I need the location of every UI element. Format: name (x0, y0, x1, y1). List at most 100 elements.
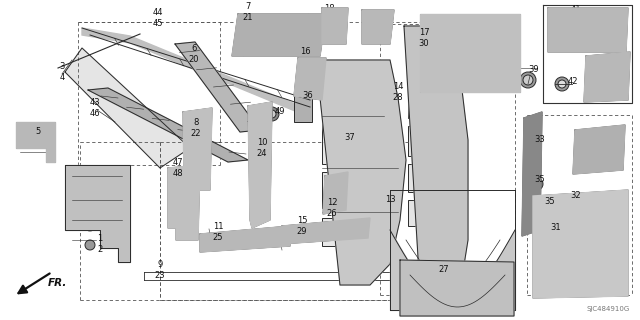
Text: 17
30: 17 30 (419, 28, 429, 48)
Text: 6
20: 6 20 (189, 44, 199, 64)
Bar (408, 126, 452, 156)
Polygon shape (400, 260, 514, 316)
Bar (554, 14, 618, 28)
Text: 5: 5 (35, 127, 40, 137)
Text: 13: 13 (385, 196, 396, 204)
Bar (408, 40, 452, 78)
Circle shape (610, 140, 620, 150)
Polygon shape (573, 125, 625, 174)
Bar (170, 175, 194, 197)
Circle shape (84, 219, 96, 231)
Text: 15
29: 15 29 (297, 216, 307, 236)
Circle shape (531, 178, 543, 190)
Polygon shape (404, 26, 468, 295)
Bar (74, 204, 114, 218)
Text: 41: 41 (571, 5, 581, 14)
Text: 33: 33 (534, 135, 545, 145)
Bar (592, 62, 624, 84)
Text: 35: 35 (545, 197, 556, 206)
Text: 27: 27 (438, 266, 449, 275)
Polygon shape (16, 122, 55, 162)
Bar (294, 96, 312, 122)
Text: FR.: FR. (48, 278, 67, 288)
Text: 35: 35 (534, 175, 545, 185)
Circle shape (520, 72, 536, 88)
Bar (408, 86, 452, 118)
Bar (186, 152, 208, 172)
Text: 40: 40 (605, 45, 615, 54)
Polygon shape (168, 165, 200, 240)
Polygon shape (65, 165, 130, 262)
Polygon shape (362, 10, 394, 44)
Polygon shape (82, 28, 310, 111)
Polygon shape (533, 190, 628, 298)
Bar (252, 152, 268, 180)
Polygon shape (65, 48, 190, 168)
Polygon shape (323, 172, 348, 214)
Bar (74, 180, 114, 198)
Polygon shape (522, 112, 542, 236)
Bar (428, 22, 490, 52)
Polygon shape (200, 226, 290, 252)
Text: 31: 31 (550, 223, 561, 233)
Text: 47
48: 47 48 (173, 158, 183, 178)
Circle shape (568, 198, 576, 206)
Bar (580, 135, 616, 151)
Bar (554, 32, 618, 46)
Text: 37: 37 (344, 133, 355, 142)
Circle shape (541, 201, 553, 213)
Text: 11
25: 11 25 (212, 222, 223, 242)
Circle shape (265, 107, 279, 121)
Polygon shape (175, 42, 260, 132)
Bar (322, 172, 384, 208)
Text: 12
26: 12 26 (326, 198, 337, 218)
Circle shape (558, 80, 566, 88)
Text: 8
22: 8 22 (191, 118, 201, 138)
Polygon shape (322, 8, 348, 44)
Bar (252, 188, 268, 210)
Bar (22, 132, 48, 148)
Bar (322, 124, 384, 164)
Text: 42: 42 (568, 77, 579, 86)
Text: 9
23: 9 23 (155, 260, 165, 280)
Text: 32: 32 (571, 191, 581, 201)
Circle shape (268, 110, 276, 118)
Text: 43
46: 43 46 (90, 98, 100, 118)
Polygon shape (183, 108, 212, 190)
Circle shape (325, 15, 335, 25)
Circle shape (523, 75, 533, 85)
Text: 44
45: 44 45 (153, 8, 163, 28)
Bar (428, 58, 490, 82)
Polygon shape (316, 60, 406, 285)
Text: 36: 36 (303, 92, 314, 100)
Polygon shape (232, 14, 326, 56)
Polygon shape (280, 218, 370, 244)
Text: 14
28: 14 28 (393, 82, 403, 102)
Bar (186, 120, 208, 144)
Polygon shape (248, 102, 272, 228)
Text: 16: 16 (300, 47, 310, 57)
Circle shape (544, 204, 550, 210)
Circle shape (565, 195, 579, 209)
Text: 10
24: 10 24 (257, 138, 268, 158)
Polygon shape (294, 58, 326, 100)
Bar (252, 116, 268, 144)
Circle shape (444, 204, 456, 216)
Polygon shape (548, 8, 628, 52)
Text: SJC484910G: SJC484910G (587, 306, 630, 312)
Bar (322, 218, 372, 246)
Bar (322, 72, 384, 116)
Text: 18
19: 18 19 (324, 4, 334, 24)
Polygon shape (584, 52, 630, 102)
Bar (170, 205, 194, 221)
Text: 39: 39 (529, 66, 540, 75)
Circle shape (336, 26, 344, 34)
Polygon shape (420, 14, 520, 92)
Text: 7
21: 7 21 (243, 2, 253, 22)
Bar (408, 164, 452, 192)
Text: 49: 49 (275, 108, 285, 116)
Bar (408, 200, 452, 226)
Text: 3
4: 3 4 (60, 62, 65, 82)
Circle shape (438, 198, 462, 222)
Text: 1
2: 1 2 (97, 234, 102, 254)
